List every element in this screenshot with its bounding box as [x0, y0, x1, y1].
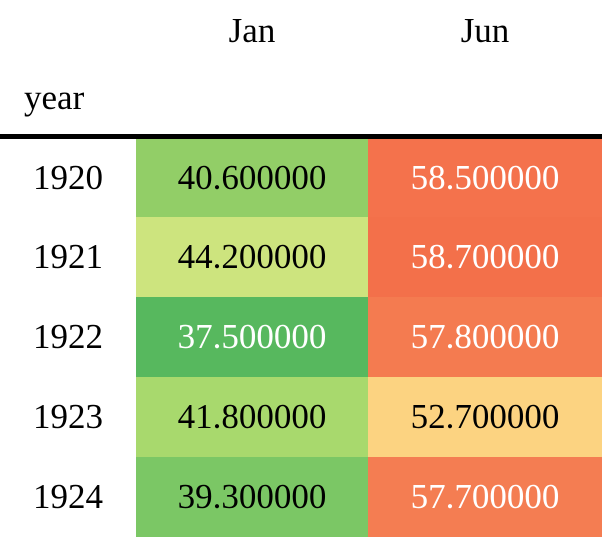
- table-row: 1924 39.300000 57.700000: [0, 456, 602, 537]
- table-row: 1921 44.200000 58.700000: [0, 216, 602, 297]
- table-row: 1922 37.500000 57.800000: [0, 296, 602, 377]
- cell-1922-jun: 57.800000: [368, 296, 602, 377]
- cell-1923-jan: 41.800000: [136, 376, 368, 457]
- table-header: Jan Jun year: [0, 0, 602, 139]
- cell-1924-jan: 39.300000: [136, 456, 368, 537]
- column-header-row: Jan Jun: [0, 0, 602, 62]
- index-name-row: year: [0, 62, 602, 139]
- index-row-spacer-jun: [368, 62, 602, 139]
- table-row: 1920 40.600000 58.500000: [0, 136, 602, 217]
- cell-1920-jun: 58.500000: [368, 136, 602, 217]
- column-header-jun: Jun: [368, 0, 602, 62]
- index-name-label: year: [0, 62, 136, 139]
- corner-blank-cell: [0, 0, 136, 62]
- cell-1921-jun: 58.700000: [368, 216, 602, 297]
- row-index-1921: 1921: [0, 216, 136, 297]
- index-row-spacer-jan: [136, 62, 368, 139]
- cell-1923-jun: 52.700000: [368, 376, 602, 457]
- cell-1924-jun: 57.700000: [368, 456, 602, 537]
- cell-1921-jan: 44.200000: [136, 216, 368, 297]
- row-index-1920: 1920: [0, 136, 136, 217]
- table-row: 1923 41.800000 52.700000: [0, 376, 602, 457]
- column-header-jan: Jan: [136, 0, 368, 62]
- cell-1920-jan: 40.600000: [136, 136, 368, 217]
- table-body: 1920 40.600000 58.500000 1921 44.200000 …: [0, 136, 602, 537]
- row-index-1923: 1923: [0, 376, 136, 457]
- cell-1922-jan: 37.500000: [136, 296, 368, 377]
- row-index-1924: 1924: [0, 456, 136, 537]
- row-index-1922: 1922: [0, 296, 136, 377]
